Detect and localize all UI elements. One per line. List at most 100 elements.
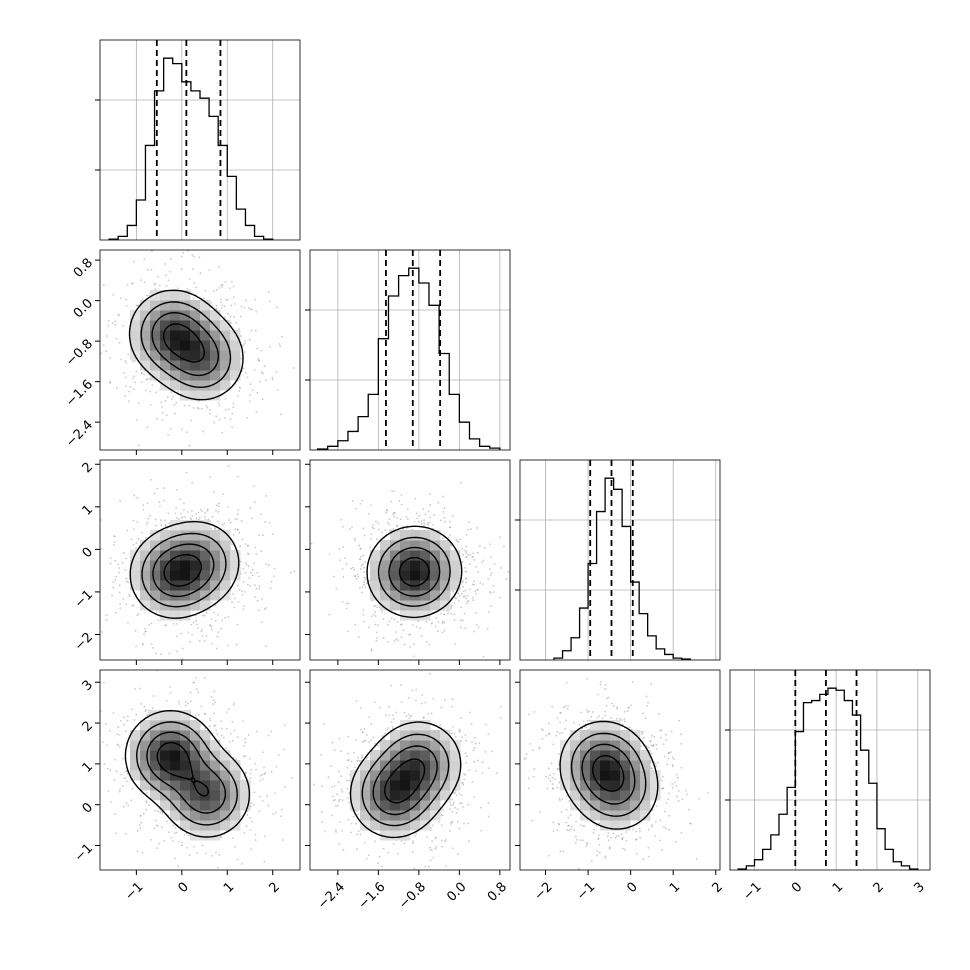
scatter-point [221, 304, 224, 307]
scatter-frame [99, 249, 301, 451]
scatter-point [123, 372, 126, 374]
density-cell [150, 290, 161, 301]
scatter-point [416, 517, 419, 520]
scatter-point [271, 533, 274, 536]
scatter-point [475, 623, 478, 626]
scatter-point [217, 511, 220, 513]
density-cell [200, 560, 211, 571]
scatter-point [280, 808, 283, 811]
scatter-point [127, 581, 130, 584]
density-cell [130, 740, 141, 751]
scatter-point [487, 767, 490, 770]
scatter-point [218, 418, 221, 421]
scatter-point [490, 750, 493, 753]
scatter-point [209, 476, 211, 478]
scatter-point [110, 801, 112, 803]
scatter-point [386, 509, 388, 512]
scatter-point [196, 851, 199, 854]
scatter-point [187, 702, 189, 705]
scatter-point [253, 369, 256, 371]
scatter-point [146, 426, 149, 429]
scatter-point [210, 617, 213, 620]
scatter-point [164, 263, 167, 265]
scatter-point [211, 854, 213, 857]
scatter-point [112, 543, 115, 546]
scatter-point [432, 697, 435, 700]
scatter-point [128, 595, 131, 598]
scatter-point [232, 406, 235, 409]
density-cell [160, 750, 171, 761]
scatter-point [444, 864, 447, 867]
scatter-point [320, 753, 323, 756]
scatter-panel-0-3 [95, 669, 301, 875]
scatter-point [373, 701, 376, 704]
scatter-point [246, 552, 249, 555]
density-cell [230, 550, 241, 561]
contour-line [152, 543, 215, 598]
scatter-point [87, 521, 89, 523]
scatter-point [357, 636, 360, 639]
density-cell [220, 380, 231, 391]
scatter-point [199, 508, 202, 511]
scatter-point [381, 611, 384, 613]
scatter-point [237, 601, 240, 603]
scatter-point [361, 586, 364, 589]
scatter-point [169, 258, 172, 260]
scatter-point [270, 580, 273, 583]
scatter-point [423, 524, 425, 527]
scatter-point [393, 640, 396, 643]
scatter-point [467, 528, 469, 531]
scatter-point [254, 833, 257, 836]
scatter-point [190, 419, 192, 422]
scatter-point [453, 602, 456, 605]
scatter-frame [99, 669, 301, 871]
scatter-point [375, 639, 378, 642]
scatter-point [255, 410, 258, 413]
density-cell [210, 570, 221, 581]
scatter-point [469, 563, 471, 565]
scatter-point [241, 590, 243, 593]
density-cell [150, 740, 161, 751]
scatter-point [357, 756, 359, 759]
scatter-point [215, 509, 217, 512]
scatter-point [208, 412, 211, 415]
scatter-point [475, 611, 477, 614]
density-cell [210, 380, 221, 391]
scatter-point [269, 587, 272, 590]
scatter-point [472, 749, 475, 752]
scatter-point [136, 614, 139, 617]
scatter-point [333, 575, 335, 578]
scatter-point [135, 713, 138, 716]
scatter-point [158, 501, 161, 503]
scatter-point [429, 516, 432, 519]
density-cell [430, 590, 441, 601]
scatter-point [434, 836, 437, 839]
scatter-point [454, 735, 457, 738]
scatter-point [142, 504, 145, 506]
scatter-point [154, 819, 157, 822]
scatter-point [205, 404, 208, 407]
scatter-point [392, 515, 395, 518]
scatter-point [114, 320, 117, 323]
scatter-point [218, 853, 220, 856]
density-cell [190, 360, 201, 371]
scatter-point [489, 543, 491, 546]
scatter-point [164, 624, 167, 627]
scatter-point [387, 640, 389, 643]
density-cell [160, 300, 171, 311]
density-cell [200, 800, 211, 811]
scatter-point [450, 804, 453, 806]
scatter-point [151, 707, 154, 710]
scatter-point [244, 771, 247, 774]
scatter-point [209, 719, 212, 722]
scatter-point [333, 749, 336, 752]
scatter-point [226, 505, 229, 508]
scatter-point [212, 290, 215, 293]
scatter-point [348, 779, 351, 782]
scatter-point [432, 524, 434, 526]
density-cell [200, 810, 211, 821]
scatter-point [359, 548, 362, 551]
scatter-point [131, 604, 134, 606]
scatter-point [442, 511, 445, 513]
scatter-point [127, 715, 129, 718]
